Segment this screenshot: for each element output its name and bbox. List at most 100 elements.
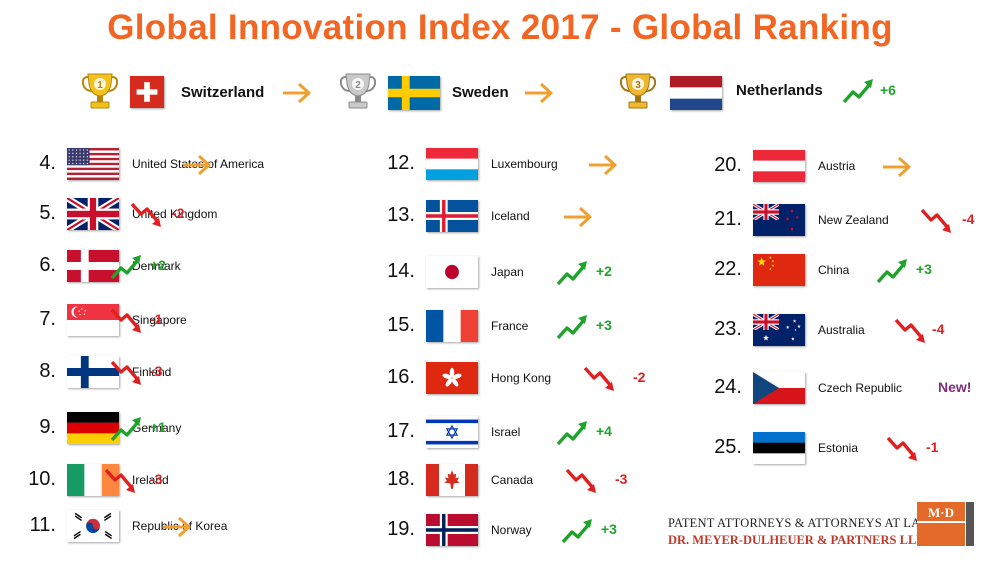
rank-change: +1 (150, 419, 166, 435)
czech-flag (753, 372, 805, 404)
japan-flag (426, 256, 478, 288)
rank-number: 25. (714, 436, 742, 458)
rank-number: 6. (39, 254, 56, 276)
usa-flag (67, 148, 119, 180)
country-name: Netherlands (736, 82, 823, 99)
ranking-row-austria: 20. Austria (698, 150, 988, 186)
law-firm-credit: PATENT ATTORNEYS & ATTORNEYS AT LAW DR. … (668, 516, 932, 548)
rank-number: 11. (29, 514, 56, 536)
trend-up-icon (561, 516, 595, 546)
finland-flag (67, 356, 119, 388)
rank-change: -3 (150, 363, 163, 379)
newzealand-flag (753, 204, 805, 236)
gold-trophy-icon: 1 (81, 72, 119, 112)
rank-change: -2 (633, 369, 646, 385)
rank-2-sweden: 2 Sweden (339, 72, 560, 112)
ranking-row-uk: 5. United Kingdom -2 (12, 198, 302, 234)
country-name: Germany (132, 421, 182, 435)
country-name: Switzerland (181, 84, 265, 101)
country-name: Denmark (132, 259, 181, 273)
trend-down-icon (104, 466, 138, 496)
ranking-row-korea: 11. Republic of Korea (12, 510, 302, 546)
trend-same-icon (180, 150, 214, 180)
rank-number: 21. (714, 208, 742, 230)
rank-3-netherlands: 3 Netherlands +6 (619, 72, 920, 112)
rank-change: +2 (150, 257, 166, 273)
ranking-row-hongkong: 16. Hong Kong -2 (371, 362, 661, 398)
rank-change: +3 (601, 521, 617, 537)
country-name: Hong Kong (491, 371, 552, 385)
country-name: China (818, 263, 850, 277)
country-name: Ireland (132, 473, 169, 487)
country-name: France (491, 319, 529, 333)
rank-change: -4 (962, 211, 975, 227)
new-entry-badge: New! (938, 379, 972, 395)
luxembourg-flag (426, 148, 478, 180)
rank-change: +4 (596, 423, 612, 439)
ranking-row-ireland: 10. Ireland -3 (12, 464, 302, 500)
trend-down-icon (110, 306, 144, 336)
ranking-row-denmark: 6. Denmark +2 (12, 250, 302, 286)
firm-tagline: PATENT ATTORNEYS & ATTORNEYS AT LAW (668, 516, 932, 530)
austria-flag (753, 150, 805, 182)
rank-number: 13. (387, 204, 415, 226)
rank-change: -1 (150, 311, 163, 327)
country-name: New Zealand (818, 213, 889, 227)
trend-down-icon (130, 200, 164, 230)
country-name: Austria (818, 159, 856, 173)
country-name: Iceland (491, 209, 530, 223)
page-title: Global Innovation Index 2017 - Global Ra… (107, 8, 893, 47)
trend-down-icon (920, 206, 954, 236)
ranking-row-estonia: 25. Estonia -1 (698, 432, 988, 468)
bronze-trophy-icon: 3 (619, 72, 657, 112)
estonia-flag (753, 432, 805, 464)
hongkong-flag (426, 362, 478, 394)
ranking-row-canada: 18. Canada -3 (371, 464, 661, 500)
trend-up-icon (556, 258, 590, 288)
country-name: Australia (818, 323, 865, 337)
ranking-row-germany: 9. Germany +1 (12, 412, 302, 448)
rank-number: 23. (714, 318, 742, 340)
rank-number: 7. (39, 308, 56, 330)
rank-change: +3 (596, 317, 612, 333)
trend-same-icon (880, 152, 914, 182)
canada-flag (426, 464, 478, 496)
country-name: Estonia (818, 441, 859, 455)
rank-number: 8. (39, 360, 56, 382)
trend-up-icon (876, 256, 910, 286)
ireland-flag (67, 464, 119, 496)
netherlands-flag (670, 76, 722, 110)
country-name: Japan (491, 265, 524, 279)
rank-number: 12. (387, 152, 415, 174)
trend-down-icon (110, 358, 144, 388)
svg-text:2: 2 (355, 80, 361, 91)
rank-change: -1 (926, 439, 939, 455)
svg-text:1: 1 (97, 80, 103, 91)
ranking-row-japan: 14. Japan +2 (371, 256, 661, 292)
ranking-row-israel: 17. Israel +4 (371, 416, 661, 452)
trend-up-icon (110, 414, 144, 444)
ranking-row-newzealand: 21. New Zealand -4 (698, 204, 988, 240)
trend-down-icon (583, 364, 617, 394)
ranking-row-france: 15. France +3 (371, 310, 661, 346)
rank-1-switzerland: 1 Switzerland (81, 72, 312, 112)
country-name: Israel (491, 425, 521, 439)
ranking-row-australia: 23. Australia -4 (698, 314, 988, 350)
rank-change: -2 (172, 205, 185, 221)
country-name: Czech Republic (818, 381, 903, 395)
trend-same-icon (561, 202, 595, 232)
rank-number: 15. (387, 314, 415, 336)
denmark-flag (67, 250, 119, 282)
country-name: Finland (132, 365, 172, 379)
rank-change: -4 (932, 321, 945, 337)
france-flag (426, 310, 478, 342)
silver-trophy-icon: 2 (339, 72, 377, 112)
israel-flag (426, 416, 478, 448)
rank-change: +2 (596, 263, 612, 279)
rank-change: -3 (615, 471, 628, 487)
country-name: Sweden (452, 84, 509, 101)
rank-number: 14. (387, 260, 415, 282)
trend-same-icon (586, 150, 620, 180)
trend-down-icon (886, 434, 920, 464)
trend-same-icon (160, 512, 194, 542)
